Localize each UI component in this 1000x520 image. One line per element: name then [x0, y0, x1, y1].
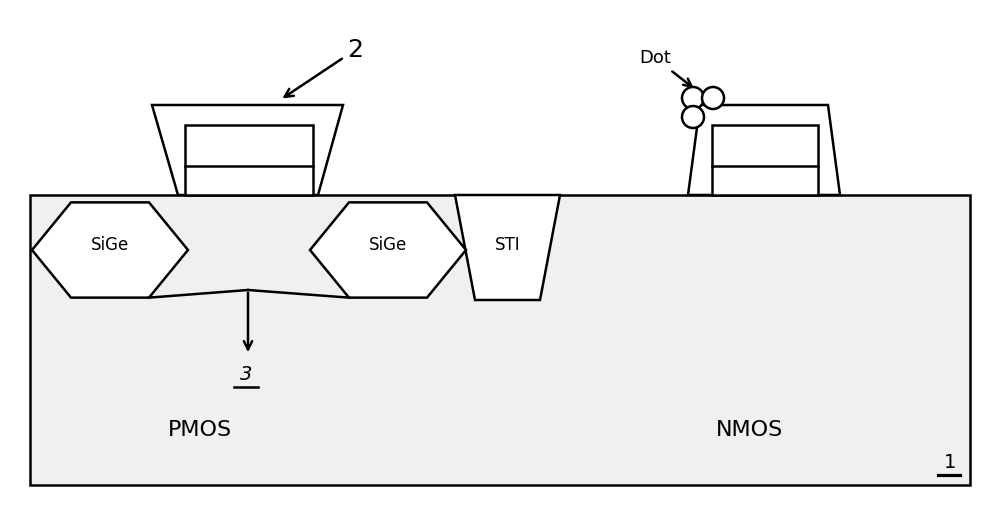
Text: SiGe: SiGe: [91, 236, 129, 254]
Text: NMOS: NMOS: [716, 420, 784, 440]
Bar: [185, 125, 313, 195]
Ellipse shape: [702, 87, 724, 109]
Polygon shape: [688, 105, 840, 195]
Ellipse shape: [682, 106, 704, 128]
Polygon shape: [32, 202, 188, 297]
Bar: [712, 125, 818, 195]
Text: Dot: Dot: [639, 49, 692, 86]
Ellipse shape: [682, 87, 704, 109]
Text: PMOS: PMOS: [168, 420, 232, 440]
Text: 1: 1: [944, 453, 956, 473]
Text: STI: STI: [495, 236, 520, 254]
Text: SiGe: SiGe: [369, 236, 407, 254]
Text: 3: 3: [240, 365, 252, 384]
Polygon shape: [310, 202, 466, 297]
Text: 2: 2: [285, 38, 363, 97]
Bar: [30, 195, 970, 485]
Polygon shape: [152, 105, 343, 195]
Polygon shape: [455, 195, 560, 300]
